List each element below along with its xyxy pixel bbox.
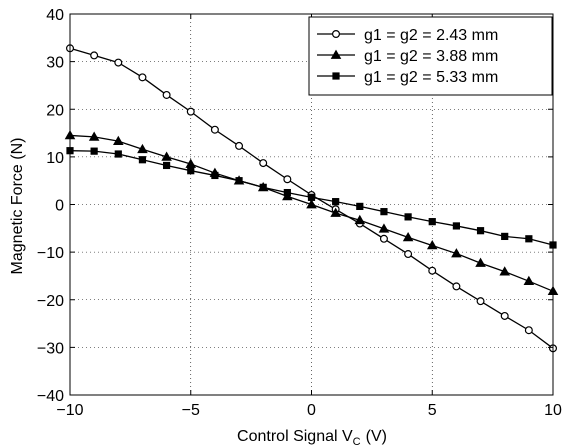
data-point <box>330 207 341 217</box>
data-point <box>306 199 317 209</box>
data-point <box>90 147 98 155</box>
data-point <box>428 218 436 226</box>
legend-box <box>308 16 553 96</box>
data-point <box>499 266 510 276</box>
data-point <box>187 167 195 175</box>
data-point <box>90 51 99 60</box>
data-point <box>402 231 414 242</box>
data-point <box>452 222 461 230</box>
y-tick-label: −10 <box>37 245 64 262</box>
axis-ticks: −10 −5 0 5 10 −40 −30 −20 −10 0 10 20 30 40 <box>37 7 562 419</box>
data-point <box>259 159 268 168</box>
data-point <box>500 311 509 320</box>
data-point <box>138 156 147 164</box>
data-point <box>525 235 533 243</box>
y-tick-label: 0 <box>55 198 64 215</box>
data-point <box>88 131 100 141</box>
x-tick-label: 5 <box>428 402 437 419</box>
legend-label: g1 = g2 = 2.43 mm <box>364 27 498 44</box>
data-point <box>210 125 219 134</box>
legend-item: g1 = g2 = 5.33 mm <box>317 69 498 86</box>
data-point <box>137 143 148 154</box>
legend-marker-square <box>332 72 340 80</box>
data-point <box>235 141 244 150</box>
data-point <box>451 248 462 258</box>
y-tick-label: 10 <box>46 150 64 167</box>
data-point <box>404 213 412 221</box>
data-point <box>235 177 243 185</box>
x-tick-label: 0 <box>307 402 316 419</box>
series-square <box>66 147 557 249</box>
data-point <box>379 234 388 243</box>
data-point <box>283 188 291 197</box>
data-point <box>524 326 533 335</box>
data-point <box>501 232 509 241</box>
x-axis-label-unit: (V) <box>366 428 387 445</box>
data-point <box>332 198 340 206</box>
legend: g1 = g2 = 2.43 mm g1 = g2 = 3.88 mm g1 = g… <box>308 16 553 96</box>
y-tick-label: 20 <box>46 102 64 119</box>
grid <box>70 14 553 395</box>
data-point <box>475 257 486 267</box>
x-axis-label-subscript: C <box>353 436 361 448</box>
x-axis-label: Control Signal VC (V) <box>237 428 387 448</box>
y-tick-label: −40 <box>37 388 64 405</box>
data-point <box>476 227 485 235</box>
legend-item: g1 = g2 = 3.88 mm <box>317 48 498 65</box>
legend-label: g1 = g2 = 5.33 mm <box>364 69 498 86</box>
data-point <box>452 282 461 291</box>
data-point <box>283 175 292 184</box>
data-point <box>161 151 172 161</box>
data-point <box>162 161 171 170</box>
data-point <box>380 208 388 216</box>
data-point <box>114 150 122 158</box>
series-layer <box>64 44 559 353</box>
y-tick-label: −30 <box>37 340 64 357</box>
data-point <box>378 223 390 233</box>
data-point <box>307 193 316 201</box>
legend-item: g1 = g2 = 2.43 mm <box>317 27 498 44</box>
legend-marker-circle <box>332 30 341 39</box>
data-point <box>523 275 535 286</box>
data-point <box>138 73 147 82</box>
x-tick-label: −10 <box>56 402 83 419</box>
data-point <box>211 171 219 180</box>
data-point <box>404 250 413 259</box>
y-axis-label: Magnetic Force (N) <box>9 138 26 275</box>
data-point <box>114 58 123 67</box>
legend-marker-triangle <box>330 49 342 59</box>
data-point <box>476 297 485 306</box>
y-tick-label: 40 <box>46 7 64 24</box>
data-point <box>186 107 195 116</box>
x-axis-label-main: Control Signal V <box>237 428 353 445</box>
data-point <box>356 202 364 211</box>
data-point <box>428 266 437 275</box>
data-point <box>426 240 438 250</box>
y-tick-label: −20 <box>37 293 64 310</box>
x-tick-label: −5 <box>182 402 200 419</box>
data-point <box>162 90 171 99</box>
data-point <box>113 135 124 146</box>
legend-label: g1 = g2 = 3.88 mm <box>364 48 498 65</box>
data-point <box>259 183 267 191</box>
y-tick-label: 30 <box>46 55 64 72</box>
x-tick-label: 10 <box>544 402 562 419</box>
data-point <box>354 214 366 225</box>
